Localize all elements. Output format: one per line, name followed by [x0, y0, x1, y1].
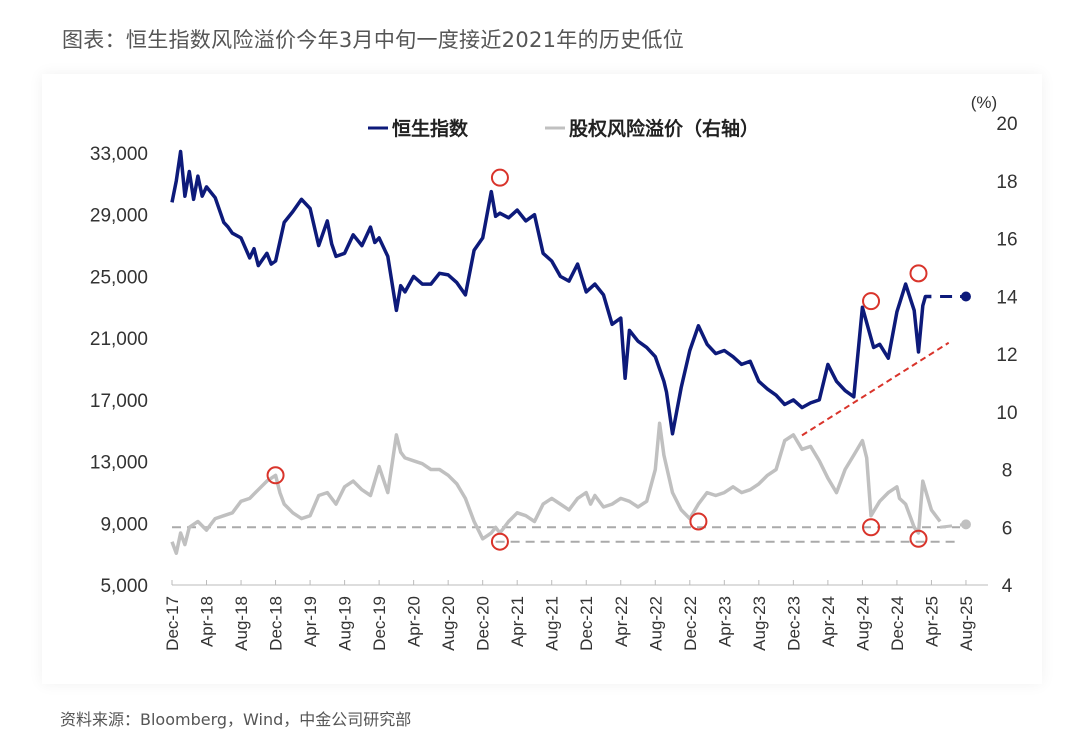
- highlight-circle: [909, 529, 928, 548]
- right-tick-label: 14: [996, 287, 1018, 308]
- x-tick-label: Dec-20: [474, 596, 493, 651]
- right-tick-label: 20: [996, 114, 1017, 135]
- reference-lines: [172, 526, 960, 543]
- chart-panel: [42, 74, 1042, 684]
- right-tick-label: 12: [996, 345, 1017, 366]
- x-tick-label: Apr-25: [922, 596, 941, 647]
- forecast-point: [960, 291, 971, 302]
- x-tick-label: Apr-18: [198, 596, 217, 647]
- legend-label-erp: 股权风险溢价（右轴）: [569, 117, 759, 140]
- x-tick-label: Aug-18: [232, 596, 251, 651]
- right-axis: 20 18 16 14 12 10 8 6 4 (%): [971, 93, 1018, 597]
- forecast-point: [960, 519, 971, 530]
- left-tick-label: 29,000: [90, 206, 148, 227]
- x-tick-label: Aug-24: [853, 596, 872, 651]
- x-tick-label: Apr-21: [508, 596, 527, 647]
- highlight-circle: [689, 512, 708, 531]
- highlight-circle: [862, 292, 881, 311]
- x-tick-label: Dec-19: [370, 596, 389, 651]
- x-tick-label: Dec-23: [784, 596, 803, 651]
- x-tick-label: Aug-23: [750, 596, 769, 651]
- left-tick-label: 25,000: [90, 267, 148, 288]
- x-tick-label: Apr-23: [715, 596, 734, 647]
- highlight-circle: [490, 532, 509, 551]
- right-tick-label: 4: [1002, 576, 1013, 597]
- legend: 恒生指数 股权风险溢价（右轴）: [368, 117, 759, 140]
- right-tick-label: 6: [1002, 518, 1013, 539]
- highlight-circle: [266, 466, 285, 485]
- series: [170, 149, 971, 555]
- x-tick-label: Dec-18: [267, 596, 286, 651]
- source-note: 资料来源：Bloomberg，Wind，中金公司研究部: [60, 710, 412, 729]
- right-tick-label: 8: [1002, 461, 1013, 482]
- x-tick-label: Dec-17: [163, 596, 182, 651]
- x-tick-label: Aug-20: [439, 596, 458, 651]
- x-tick-label: Aug-19: [336, 596, 355, 651]
- highlight-circle: [490, 168, 509, 187]
- x-tick-label: Aug-25: [957, 596, 976, 651]
- left-tick-label: 17,000: [90, 391, 148, 412]
- highlight-circle: [909, 264, 928, 283]
- x-tick-label: Dec-21: [577, 596, 596, 651]
- x-tick-label: Dec-24: [888, 596, 907, 651]
- x-tick-label: Dec-22: [681, 596, 700, 651]
- highlight-circle: [862, 518, 881, 537]
- left-tick-label: 33,000: [90, 144, 148, 165]
- x-tick-label: Aug-22: [646, 596, 665, 651]
- hsi-line: [170, 149, 932, 436]
- trend-line: [801, 341, 950, 437]
- x-tick-label: Apr-22: [612, 596, 631, 647]
- annotations: [266, 168, 950, 551]
- legend-label-hsi: 恒生指数: [392, 117, 469, 140]
- x-tick-label: Aug-21: [543, 596, 562, 651]
- x-tick-label: Apr-19: [301, 596, 320, 647]
- erp-line: [170, 421, 942, 555]
- chart-title: 图表：恒生指数风险溢价今年3月中旬一度接近2021年的历史低位: [62, 28, 685, 52]
- left-tick-label: 9,000: [100, 514, 148, 535]
- right-tick-label: 18: [996, 172, 1017, 193]
- right-axis-unit: (%): [971, 93, 997, 112]
- left-axis: 33,000 29,000 25,000 21,000 17,000 13,000 9,00…: [90, 144, 148, 597]
- right-tick-label: 10: [996, 403, 1017, 424]
- x-tick-label: Apr-24: [819, 596, 838, 647]
- left-tick-label: 5,000: [100, 576, 148, 597]
- left-tick-label: 21,000: [90, 329, 148, 350]
- x-tick-label: Apr-20: [405, 596, 424, 647]
- left-tick-label: 13,000: [90, 453, 148, 474]
- right-tick-label: 16: [996, 230, 1017, 251]
- x-axis: Dec-17 Apr-18 Aug-18 Dec-18 Apr-19 Aug-19 Dec-…: [163, 580, 988, 651]
